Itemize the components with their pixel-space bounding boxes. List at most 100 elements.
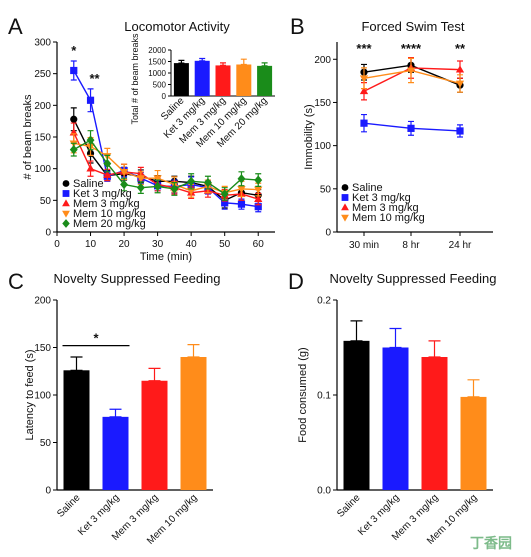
- panel-b-point-ket-3-mg-kg: [407, 124, 415, 132]
- panel-a-x-tick-label: 40: [186, 239, 198, 250]
- inset-y-tick-label: 500: [153, 81, 167, 90]
- panel-a-title: Locomotor Activity: [124, 19, 230, 34]
- panel-a-point-mem-20-mg-kg: [203, 177, 212, 188]
- panel-a-point-mem-20-mg-kg: [86, 135, 95, 145]
- panel-b-x-tick-label: 8 hr: [402, 240, 420, 251]
- panel-b-y-tick-label: 50: [320, 184, 332, 195]
- panel-a-label: A: [8, 14, 23, 39]
- panel-a-legend-marker-mem-10-mg-kg: [62, 210, 70, 218]
- panel-a-x-tick-label: 20: [119, 239, 131, 250]
- panel-d-error-bar-mem-3-mg-kg: [428, 340, 441, 358]
- inset-y-tick-label: 0: [162, 92, 167, 101]
- panel-c-y-tick-label: 150: [34, 343, 51, 354]
- panel-b-legend-label-mem-3-mg-kg: Mem 3 mg/kg: [352, 202, 419, 214]
- panel-d-bar-mem-10-mg-kg: [460, 396, 487, 490]
- panel-a-point-mem-20-mg-kg: [187, 176, 196, 187]
- panel-a-x-axis-title: Time (min): [140, 251, 192, 263]
- panel-a-legend-marker-ket-3-mg-kg: [62, 190, 70, 197]
- panel-a-legend-marker-mem-3-mg-kg: [62, 199, 70, 207]
- panel-a-legend-label-mem-20-mg-kg: Mem 20 mg/kg: [73, 218, 146, 230]
- panel-d-x-tick-label-saline: Saline: [335, 492, 363, 520]
- panel-b-legend-label-ket-3-mg-kg: Ket 3 mg/kg: [352, 192, 411, 204]
- panel-c-error-bar-mem-3-mg-kg: [148, 367, 161, 382]
- panel-a-point-mem-3-mg-kg: [86, 164, 95, 172]
- panel-a-point-ket-3-mg-kg: [254, 203, 262, 211]
- panel-a-x-tick-label: 50: [219, 239, 231, 250]
- watermark-text: 丁香园: [470, 535, 512, 551]
- panel-a-point-mem-20-mg-kg: [254, 175, 263, 185]
- panel-a-y-tick-label: 0: [45, 228, 51, 239]
- panel-c-bar-ket-3-mg-kg: [102, 416, 129, 490]
- inset-y-axis-title: Total # of beam breaks: [130, 33, 140, 125]
- panel-d-y-axis-title: Food consumed (g): [297, 347, 309, 442]
- panel-b-point-mem-10-mg-kg: [406, 67, 416, 75]
- panel-b-point-ket-3-mg-kg: [456, 127, 464, 135]
- panel-a-legend-label-ket-3-mg-kg: Ket 3 mg/kg: [73, 188, 132, 200]
- panel-b-x-tick-label: 30 min: [349, 240, 379, 251]
- panel-d-error-bar-ket-3-mg-kg: [389, 327, 402, 349]
- panel-c-error-bar-ket-3-mg-kg: [109, 408, 122, 418]
- panel-a-y-tick-label: 250: [34, 69, 51, 80]
- panel-a-point-mem-20-mg-kg: [153, 181, 162, 192]
- panel-a-point-mem-10-mg-kg: [237, 186, 246, 194]
- panel-d-bar-mem-3-mg-kg: [421, 357, 448, 490]
- panel-c-y-tick-label: 50: [40, 438, 52, 449]
- panel-a-y-tick-label: 50: [40, 196, 52, 207]
- panel-a-significance-mark: *: [71, 43, 77, 58]
- panel-b-y-tick-label: 100: [314, 141, 331, 152]
- panel-a-x-tick-label: 30: [152, 239, 164, 250]
- panel-d-bar-ket-3-mg-kg: [382, 347, 409, 490]
- panel-a-x-tick-label: 0: [54, 239, 60, 250]
- panel-c-bar-mem-3-mg-kg: [141, 380, 168, 490]
- panel-b-legend-marker-saline: [341, 184, 349, 191]
- panel-a-y-tick-label: 200: [34, 101, 51, 112]
- panel-c-significance-mark: *: [93, 331, 99, 346]
- panel-b-legend-marker-ket-3-mg-kg: [341, 194, 349, 201]
- inset-bar-saline: [173, 63, 189, 96]
- panel-d: D Novelty Suppressed Feeding 0.0 0.1 0.2 Food…: [288, 269, 496, 547]
- panel-b-y-tick-label: 200: [314, 55, 331, 66]
- panel-d-error-bar-mem-10-mg-kg: [467, 379, 480, 398]
- panel-b-point-mem-10-mg-kg: [455, 80, 465, 88]
- inset-error-bar-mem-20-mg-kg: [261, 62, 268, 67]
- panel-a-legend-label-mem-10-mg-kg: Mem 10 mg/kg: [73, 208, 146, 220]
- panel-b-legend-label-saline: Saline: [352, 182, 383, 194]
- panel-b-x-tick-label: 24 hr: [449, 240, 472, 251]
- panel-a-point-mem-3-mg-kg: [254, 194, 263, 202]
- panel-c-y-tick-label: 200: [34, 296, 51, 307]
- panel-a-legend-label-saline: Saline: [73, 178, 104, 190]
- panel-a-point-ket-3-mg-kg: [237, 200, 246, 208]
- inset-error-bar-mem-10-mg-kg: [240, 58, 247, 66]
- panel-c-error-bar-mem-10-mg-kg: [187, 344, 200, 358]
- panel-a-point-mem-20-mg-kg: [103, 158, 112, 169]
- panel-d-label: D: [288, 269, 304, 294]
- panel-c-bar-saline: [63, 370, 90, 490]
- panel-a-point-mem-20-mg-kg: [170, 184, 179, 194]
- inset-y-tick-label: 1500: [148, 58, 166, 67]
- panel-c-y-tick-label: 0: [45, 486, 51, 497]
- panel-a-point-mem-10-mg-kg: [119, 168, 129, 177]
- inset-bar-mem-3-mg-kg: [215, 65, 231, 96]
- panel-a-legend-marker-saline: [62, 180, 70, 187]
- panel-a-y-tick-label: 300: [34, 38, 51, 49]
- panel-a-x-tick-label: 10: [85, 239, 97, 250]
- panel-a-point-mem-3-mg-kg: [103, 170, 112, 178]
- panel-b: B Forced Swim Test 0 50 100 150 200 30 min 8 hr 2…: [290, 14, 493, 251]
- panel-a-point-mem-20-mg-kg: [237, 174, 246, 184]
- inset-bar-mem-20-mg-kg: [257, 65, 273, 96]
- panel-a-point-mem-10-mg-kg: [153, 175, 162, 183]
- panel-d-title: Novelty Suppressed Feeding: [330, 271, 497, 286]
- panel-a-legend-marker-mem-20-mg-kg: [62, 219, 70, 228]
- panel-a-point-mem-10-mg-kg: [187, 187, 196, 196]
- panel-a-point-mem-10-mg-kg: [254, 186, 263, 194]
- panel-a-y-tick-label: 100: [34, 164, 51, 175]
- panel-c-x-tick-label-saline: Saline: [55, 492, 83, 520]
- panel-a-point-mem-20-mg-kg: [69, 144, 78, 155]
- panel-d-y-tick-label: 0.2: [317, 296, 331, 307]
- panel-d-y-tick-label: 0.0: [317, 486, 331, 497]
- panel-c-title: Novelty Suppressed Feeding: [54, 271, 221, 286]
- panel-c-y-tick-label: 100: [34, 391, 51, 402]
- panel-b-legend-marker-mem-10-mg-kg: [341, 214, 349, 222]
